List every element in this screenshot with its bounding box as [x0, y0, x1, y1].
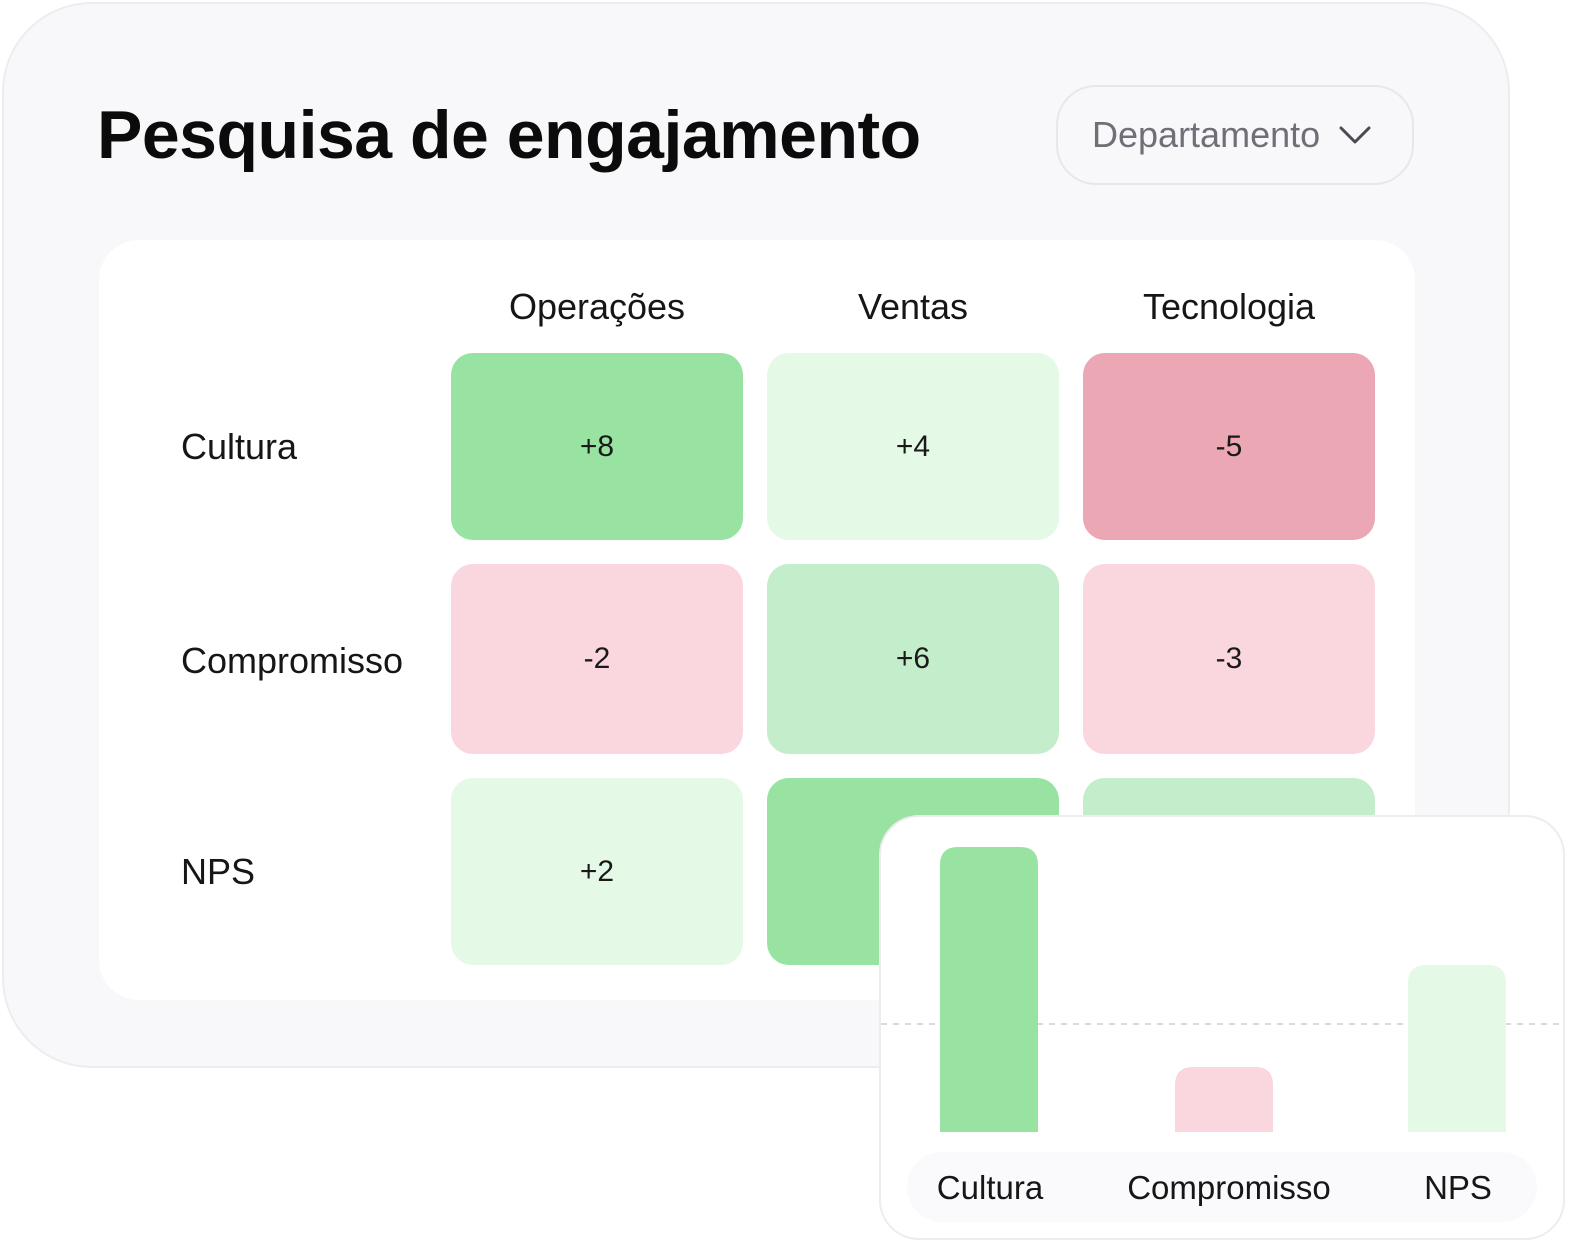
cell-value: -2	[583, 642, 611, 675]
cell-value: +4	[895, 429, 931, 463]
cell-value: -3	[1215, 642, 1243, 675]
heatmap-cell-cultura-ventas[interactable]: +4	[767, 353, 1059, 540]
chevron-down-icon	[1339, 126, 1371, 144]
heatmap-cell-compromisso-operacoes[interactable]: -2	[451, 564, 743, 754]
cell-value: +2	[579, 854, 615, 888]
row-label-cultura: Cultura	[181, 426, 298, 467]
page-title: Pesquisa de engajamento	[97, 97, 921, 173]
column-header-operacoes: Operações	[508, 286, 686, 327]
heatmap-cell-compromisso-ventas[interactable]: +6	[767, 564, 1059, 754]
heatmap-cell-cultura-operacoes[interactable]: +8	[451, 353, 743, 540]
column-header-ventas: Ventas	[857, 286, 969, 327]
chart-label-strip	[907, 1152, 1537, 1222]
row-label-compromisso: Compromisso	[181, 640, 404, 681]
bar-label-compromisso: Compromisso	[1127, 1169, 1331, 1206]
cell-value: -5	[1215, 429, 1243, 463]
heatmap-cell-nps-operacoes[interactable]: +2	[451, 778, 743, 965]
bar-label-nps: NPS	[1424, 1169, 1492, 1206]
row-label-nps: NPS	[181, 851, 256, 892]
cell-value: +8	[579, 429, 615, 463]
heatmap-cell-compromisso-tecnologia[interactable]: -3	[1083, 564, 1375, 754]
bar-compromisso[interactable]	[1175, 1067, 1273, 1132]
cell-value: +6	[895, 642, 931, 675]
bar-chart	[881, 847, 1563, 1132]
bar-cultura[interactable]	[940, 847, 1038, 1132]
department-dropdown[interactable]: Departamento	[1056, 85, 1414, 185]
department-dropdown-label: Departamento	[1092, 114, 1321, 155]
bar-chart-card: Cultura Compromisso NPS	[879, 815, 1565, 1240]
heatmap-cell-cultura-tecnologia[interactable]: -5	[1083, 353, 1375, 540]
bar-label-cultura: Cultura	[936, 1169, 1044, 1206]
column-header-tecnologia: Tecnologia	[1142, 286, 1316, 327]
bar-nps[interactable]	[1408, 965, 1506, 1132]
